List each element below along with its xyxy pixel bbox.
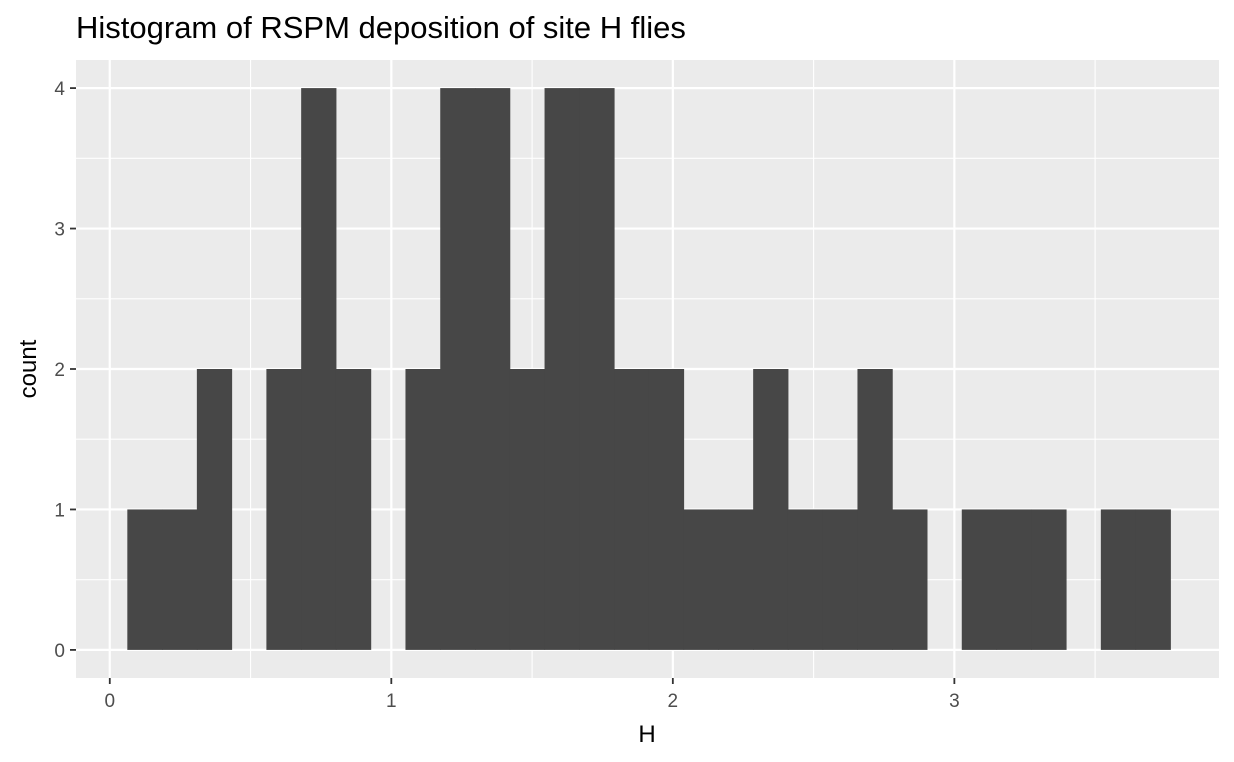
histogram-bar [961, 509, 998, 650]
y-tick-label: 1 [54, 500, 65, 521]
x-tick-label: 0 [104, 691, 115, 712]
histogram-bar [787, 509, 824, 650]
histogram-bar [509, 369, 546, 650]
histogram-bar [683, 509, 719, 650]
histogram-bar [648, 369, 685, 650]
x-tick-label: 2 [668, 691, 679, 712]
histogram-bar [301, 88, 337, 650]
histogram-bar [718, 509, 754, 650]
y-axis-ticks: 0 1 2 3 4 [54, 79, 76, 662]
histogram-bar [127, 509, 163, 650]
histogram-bar [405, 369, 441, 650]
histogram-bar [335, 369, 372, 650]
histogram-bar [753, 369, 789, 650]
histogram-bar [544, 88, 580, 650]
x-tick-label: 1 [386, 691, 397, 712]
histogram-bar [1100, 509, 1137, 650]
histogram-bar [614, 369, 650, 650]
histogram-bar [822, 509, 858, 650]
y-tick-label: 4 [54, 79, 65, 100]
y-tick-label: 3 [54, 220, 65, 241]
x-tick-label: 3 [949, 691, 960, 712]
y-axis-title: count [15, 339, 42, 398]
histogram-bar [266, 369, 302, 650]
histogram-bar [440, 88, 476, 650]
histogram-bar [892, 509, 928, 650]
x-axis-title: H [638, 721, 655, 748]
histogram-bar [996, 509, 1032, 650]
y-tick-label: 0 [54, 641, 65, 662]
histogram-bar [475, 88, 511, 650]
histogram-bar [1135, 509, 1171, 650]
histogram-bar [196, 369, 233, 650]
histogram-bar [162, 509, 198, 650]
y-tick-label: 2 [54, 360, 65, 381]
histogram-bar [1031, 509, 1067, 650]
histogram-bar [579, 88, 615, 650]
histogram-bars [127, 88, 1171, 650]
x-axis-ticks: 0 1 2 3 [104, 678, 960, 712]
chart-title: Histogram of RSPM deposition of site H f… [76, 10, 686, 45]
histogram-bar [857, 369, 893, 650]
